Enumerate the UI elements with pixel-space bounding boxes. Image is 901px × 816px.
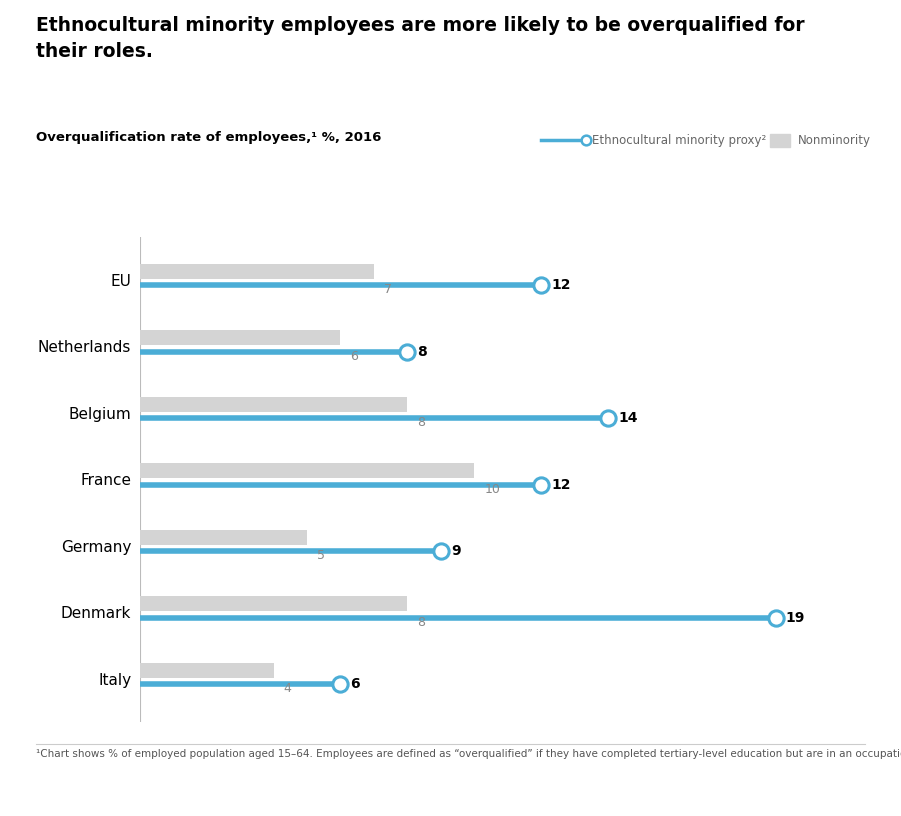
Bar [140, 397, 407, 411]
Text: 8: 8 [417, 616, 425, 629]
Text: 10: 10 [485, 483, 500, 496]
Text: 9: 9 [450, 544, 460, 558]
Text: their roles.: their roles. [36, 42, 153, 61]
Text: 5: 5 [317, 549, 325, 562]
Text: 8: 8 [417, 344, 427, 359]
Text: Nonminority: Nonminority [797, 134, 870, 147]
Bar [140, 663, 274, 677]
Text: 12: 12 [551, 477, 570, 492]
Text: ¹Chart shows % of employed population aged 15–64. Employees are defined as “over: ¹Chart shows % of employed population ag… [36, 749, 901, 759]
Text: 6: 6 [350, 350, 359, 362]
Text: 8: 8 [417, 416, 425, 429]
Bar [140, 463, 474, 478]
Text: 12: 12 [551, 278, 570, 292]
Text: 14: 14 [618, 411, 638, 425]
Text: 7: 7 [384, 283, 392, 296]
Text: Overqualification rate of employees,¹ %, 2016: Overqualification rate of employees,¹ %,… [36, 131, 381, 144]
Text: Ethnocultural minority proxy²: Ethnocultural minority proxy² [592, 134, 766, 147]
Text: Ethnocultural minority employees are more likely to be overqualified for: Ethnocultural minority employees are mor… [36, 16, 805, 35]
Text: 6: 6 [350, 677, 360, 691]
Text: 4: 4 [284, 682, 291, 695]
Text: 19: 19 [786, 610, 805, 625]
Bar [140, 264, 374, 278]
Bar [140, 530, 307, 544]
Bar [140, 596, 407, 611]
Bar [140, 330, 341, 345]
